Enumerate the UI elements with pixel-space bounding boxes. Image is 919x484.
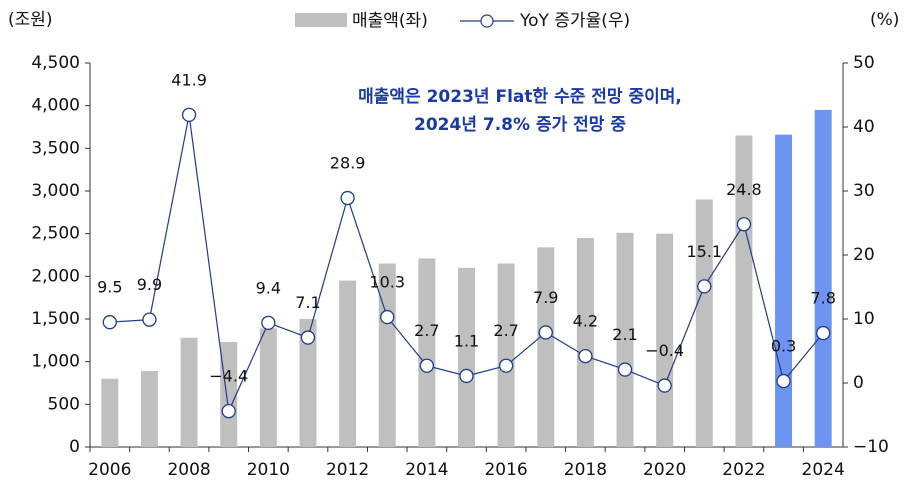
y2-tick-label: 0 xyxy=(853,373,864,393)
marker xyxy=(617,362,633,377)
data-label: 2.7 xyxy=(414,321,439,340)
data-label: 24.8 xyxy=(726,180,762,199)
data-label: 4.2 xyxy=(573,312,598,331)
legend-label: YoY 증가율(우) xyxy=(519,11,630,31)
data-label: −0.4 xyxy=(645,341,684,360)
data-label: 7.8 xyxy=(810,289,835,308)
data-label: 10.3 xyxy=(369,273,405,292)
y-tick-label: 2,500 xyxy=(31,224,80,244)
x-tick-label: 2010 xyxy=(247,460,290,480)
y2-tick-label: 30 xyxy=(853,181,875,201)
bar xyxy=(220,342,238,447)
marker xyxy=(459,368,474,384)
bar xyxy=(497,263,515,447)
bar xyxy=(418,258,436,447)
annotation: 매출액은 2023년 Flat한 수준 전망 중이며, xyxy=(358,87,682,107)
bar xyxy=(140,371,158,447)
marker xyxy=(657,378,672,393)
bar xyxy=(101,378,119,447)
y-tick-label: 1,000 xyxy=(31,352,80,372)
y-tick-label: 500 xyxy=(48,394,80,414)
data-label: 2.1 xyxy=(612,325,637,344)
marker xyxy=(419,358,435,373)
data-label: 2.7 xyxy=(493,321,518,340)
data-label: 1.1 xyxy=(454,331,479,350)
y2-unit: (%) xyxy=(870,10,899,30)
y-tick-label: 0 xyxy=(69,437,80,457)
marker xyxy=(300,330,316,345)
data-label: −4.4 xyxy=(209,367,248,386)
bar xyxy=(735,135,753,448)
marker xyxy=(340,190,355,206)
x-tick-label: 2016 xyxy=(484,460,527,480)
y2-tick-label: 40 xyxy=(853,117,875,137)
y2-tick-label: 50 xyxy=(853,53,875,73)
y2-tick-label: 20 xyxy=(853,245,875,265)
y-tick-label: 4,000 xyxy=(31,96,80,116)
bar xyxy=(695,199,713,447)
bar xyxy=(458,267,475,447)
x-tick-label: 2018 xyxy=(564,460,607,480)
x-tick-label: 2006 xyxy=(88,460,131,480)
data-label: 7.9 xyxy=(533,288,558,307)
marker xyxy=(380,309,395,325)
marker xyxy=(181,107,197,122)
bar xyxy=(656,233,674,447)
marker xyxy=(261,315,276,330)
y2-tick-label: 10 xyxy=(853,309,875,329)
x-tick-label: 2024 xyxy=(802,460,845,480)
marker xyxy=(102,315,117,330)
marker xyxy=(816,325,831,341)
marker xyxy=(736,217,752,232)
bar xyxy=(180,337,198,447)
bar xyxy=(339,280,357,447)
bar xyxy=(814,109,832,447)
bar xyxy=(616,232,634,447)
y-unit: (조원) xyxy=(8,10,53,30)
data-label: 9.4 xyxy=(256,278,281,297)
bar xyxy=(775,134,793,447)
bar xyxy=(576,237,594,447)
data-label: 28.9 xyxy=(330,154,366,173)
annotation: 2024년 7.8% 증가 전망 중 xyxy=(414,115,626,135)
data-label: 41.9 xyxy=(171,70,207,89)
marker xyxy=(221,404,236,419)
bar xyxy=(378,263,396,447)
bar xyxy=(259,328,277,447)
x-tick-label: 2012 xyxy=(326,460,369,480)
marker xyxy=(498,358,514,373)
x-tick-label: 2020 xyxy=(643,460,686,480)
x-tick-label: 2008 xyxy=(167,460,210,480)
y-tick-label: 1,500 xyxy=(31,309,80,329)
bar xyxy=(299,319,317,447)
x-tick-label: 2022 xyxy=(722,460,765,480)
data-label: 0.3 xyxy=(771,337,796,356)
y-tick-label: 3,500 xyxy=(31,138,80,158)
y-tick-label: 4,500 xyxy=(31,53,80,73)
legend-swatch xyxy=(295,13,347,27)
data-label: 9.9 xyxy=(137,275,162,294)
legend-marker xyxy=(480,14,494,28)
marker xyxy=(142,312,157,327)
marker xyxy=(776,373,791,389)
x-tick-label: 2014 xyxy=(405,460,448,480)
marker xyxy=(697,279,712,294)
data-label: 7.1 xyxy=(295,293,320,312)
y-tick-label: 2,000 xyxy=(31,266,80,286)
marker xyxy=(578,348,593,364)
y2-tick-label: −10 xyxy=(853,437,889,457)
data-label: 9.5 xyxy=(97,278,122,297)
y-tick-label: 3,000 xyxy=(31,181,80,201)
data-label: 15.1 xyxy=(686,242,722,261)
bar xyxy=(537,247,555,447)
legend-label: 매출액(좌) xyxy=(352,11,428,31)
marker xyxy=(538,325,553,340)
